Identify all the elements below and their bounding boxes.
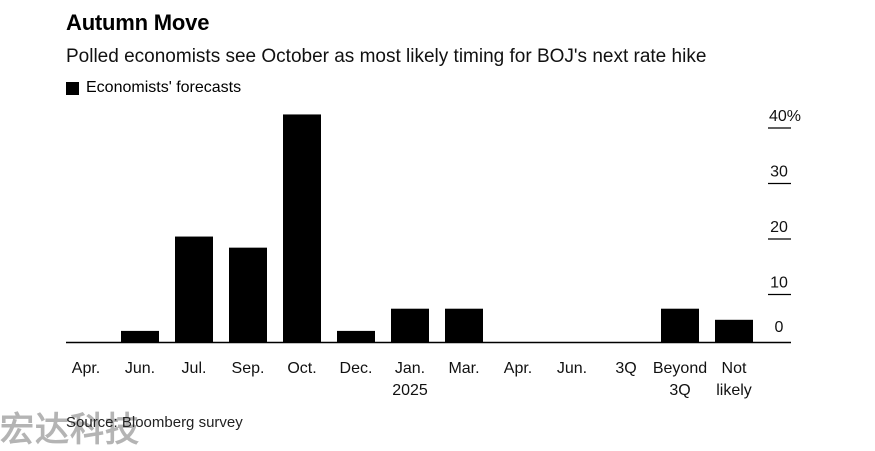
x-tick-label: Beyond — [653, 360, 707, 377]
x-tick-label: Jan. — [395, 360, 425, 377]
x-tick-label: Not — [722, 360, 747, 377]
y-tick-label: 0 — [775, 319, 784, 336]
y-tick-label: 40% — [769, 108, 801, 125]
bar — [445, 308, 483, 342]
y-tick-label: 30 — [770, 164, 788, 181]
x-tick-label: Jun. — [125, 360, 155, 377]
legend-label: Economists' forecasts — [86, 79, 242, 96]
x-tick-label: likely — [716, 382, 752, 399]
x-tick-label: Sep. — [232, 360, 265, 377]
bar — [715, 319, 753, 342]
x-tick-label: Jun. — [557, 360, 587, 377]
x-tick-label: Apr. — [72, 360, 100, 377]
legend-swatch — [66, 81, 79, 95]
bar — [229, 247, 267, 342]
legend: Economists' forecasts — [66, 79, 241, 97]
x-tick-label: Oct. — [287, 360, 316, 377]
x-tick-label: Dec. — [340, 360, 373, 377]
x-tick-label: 3Q — [615, 360, 636, 377]
chart-title: Autumn Move — [66, 10, 210, 35]
x-tick-label: Jul. — [182, 360, 207, 377]
x-tick-label: Apr. — [504, 360, 532, 377]
x-tick-label: 2025 — [392, 382, 428, 399]
bar — [121, 330, 159, 342]
bar — [175, 236, 213, 342]
bar — [661, 308, 699, 342]
source-note: Source: Bloomberg survey — [66, 414, 243, 431]
bar — [337, 330, 375, 342]
watermark-text: 宏达科技 — [0, 410, 140, 450]
bar — [283, 114, 321, 342]
x-tick-label: Mar. — [448, 360, 479, 377]
bar — [391, 308, 429, 342]
y-tick-label: 20 — [770, 219, 788, 236]
y-unit-label: % — [787, 108, 801, 125]
y-tick-label: 10 — [770, 275, 788, 292]
chart-subtitle: Polled economists see October as most li… — [66, 46, 707, 67]
x-tick-label: 3Q — [669, 382, 690, 399]
